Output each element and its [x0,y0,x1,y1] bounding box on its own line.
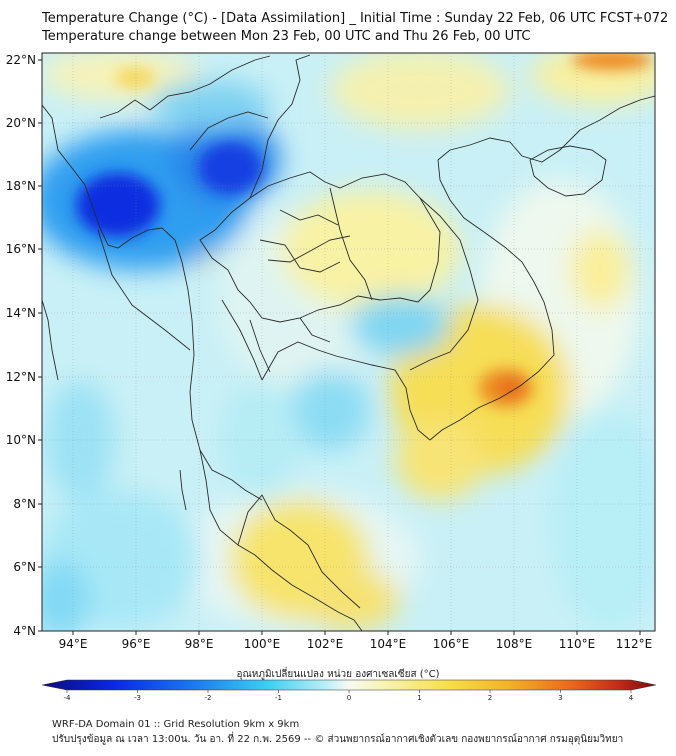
colorbar-tick-4: 4 [629,694,634,702]
lon-label-100e: 100°E [244,637,281,651]
colorbar-tick-neg1: -1 [275,694,282,702]
colorbar: -4 -3 -2 -1 0 1 2 3 4 [41,679,657,702]
colorbar-tick-0: 0 [347,694,351,702]
lat-label-14n: 14°N [6,306,36,320]
lat-label-12n: 12°N [6,370,36,384]
lat-label-18n: 18°N [6,179,36,193]
lon-label-106e: 106°E [433,637,470,651]
lon-label-108e: 108°E [496,637,533,651]
colorbar-tick-neg3: -3 [134,694,141,702]
lon-label-98e: 98°E [185,637,214,651]
lat-label-22n: 22°N [6,53,36,67]
colorbar-title: อุณหภูมิเปลี่ยนแปลง หน่วย องศาเซลเซียส (… [236,669,440,680]
lon-label-104e: 104°E [370,637,407,651]
lat-label-6n: 6°N [13,560,36,574]
lat-label-10n: 10°N [6,433,36,447]
footer-update-credit: ปรับปรุงข้อมูล ณ เวลา 13:00น. วัน อา. ที… [52,734,624,745]
lon-label-110e: 110°E [559,637,596,651]
colorbar-tick-neg4: -4 [64,694,72,702]
lat-label-4n: 4°N [13,624,36,638]
colorbar-tick-2: 2 [488,694,492,702]
lon-label-94e: 94°E [59,637,88,651]
lat-label-20n: 20°N [6,116,36,130]
lon-label-102e: 102°E [307,637,344,651]
footer-model-info: WRF-DA Domain 01 :: Grid Resolution 9km … [52,719,300,730]
colorbar-tick-3: 3 [558,694,562,702]
axis-ticks [38,59,641,635]
map-title-line1: Temperature Change (°C) - [Data Assimila… [42,11,669,26]
lon-label-96e: 96°E [122,637,151,651]
colorbar-tick-neg2: -2 [205,694,212,702]
map-frame [41,52,656,632]
map-title-line2: Temperature change between Mon 23 Feb, 0… [42,29,531,44]
lat-label-16n: 16°N [6,242,36,256]
temperature-field [42,53,655,631]
colorbar-tick-1: 1 [417,694,421,702]
lon-label-112e: 112°E [616,637,653,651]
graticule [42,53,655,631]
lat-label-8n: 8°N [13,497,36,511]
